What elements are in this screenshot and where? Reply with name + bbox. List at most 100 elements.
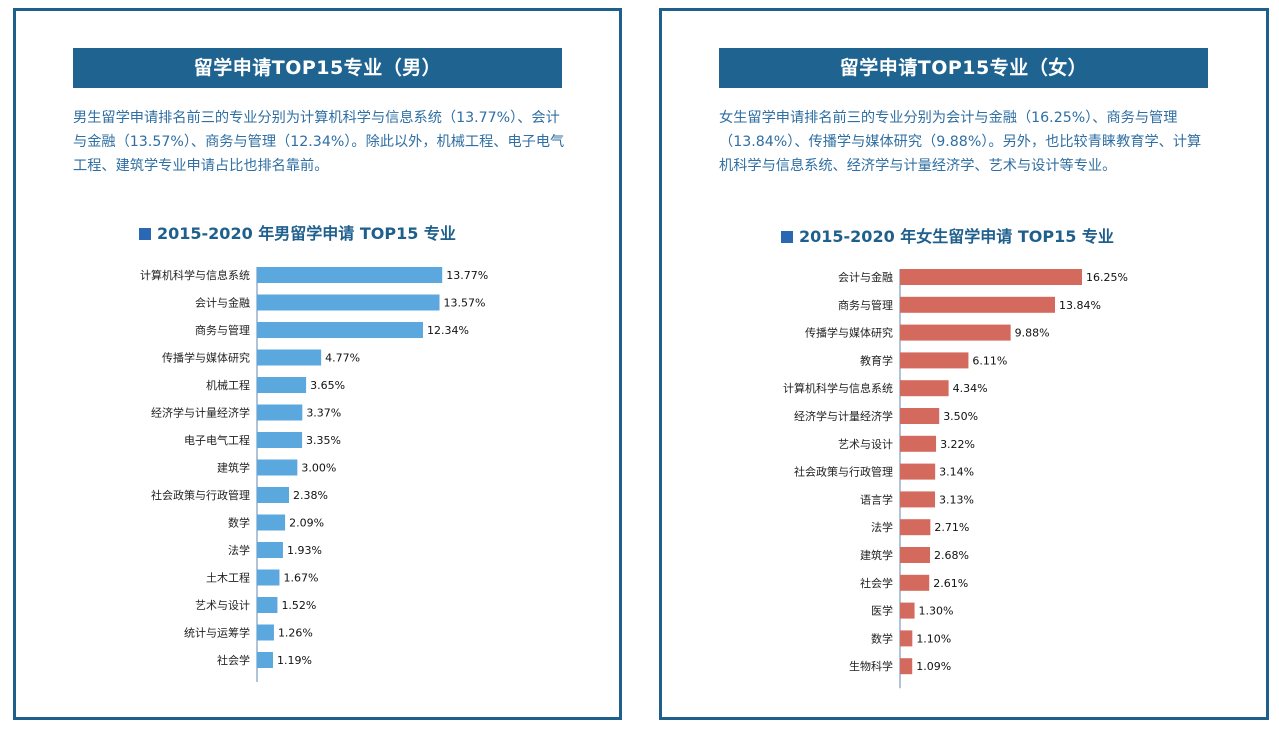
female-bar-8 [900, 491, 936, 508]
male-category-label-8: 社会政策与行政管理 [151, 488, 250, 502]
female-category-label-12: 医学 [871, 604, 893, 618]
female-panel: 留学申请TOP15专业（女） 女生留学申请排名前三的专业分别为会计与金融（16.… [659, 8, 1269, 720]
male-category-label-2: 商务与管理 [195, 323, 250, 337]
male-value-label-0: 13.77% [446, 269, 488, 282]
female-value-label-4: 4.34% [953, 382, 988, 395]
female-bar-12 [900, 602, 915, 619]
female-value-label-7: 3.14% [939, 466, 974, 479]
female-category-label-2: 传播学与媒体研究 [805, 326, 893, 340]
male-value-label-5: 3.37% [306, 407, 341, 420]
female-category-label-0: 会计与金融 [838, 270, 893, 284]
male-bar-6 [257, 432, 303, 448]
male-chart-title-text: 2015-2020 年男留学申请 TOP15 专业 [157, 224, 456, 243]
female-description: 女生留学申请排名前三的专业分别为会计与金融（16.25%）、商务与管理（13.8… [719, 110, 1202, 174]
female-value-label-0: 16.25% [1086, 271, 1128, 284]
female-value-label-12: 1.30% [919, 605, 954, 618]
male-category-label-14: 社会学 [217, 653, 250, 667]
male-category-label-7: 建筑学 [217, 461, 250, 475]
male-category-label-12: 艺术与设计 [195, 599, 250, 612]
female-value-label-3: 6.11% [972, 354, 1007, 367]
male-description: 男生留学申请排名前三的专业分别为计算机科学与信息系统（13.77%）、会计与金融… [73, 110, 565, 174]
female-value-label-14: 1.09% [916, 660, 951, 673]
female-category-label-11: 社会学 [860, 576, 893, 590]
female-bar-5 [900, 408, 940, 424]
square-bullet-icon [781, 231, 793, 243]
female-category-label-4: 计算机科学与信息系统 [783, 381, 893, 395]
male-category-label-3: 传播学与媒体研究 [162, 351, 250, 365]
female-value-label-9: 2.71% [934, 521, 969, 534]
female-category-label-13: 数学 [871, 631, 893, 645]
female-value-label-6: 3.22% [940, 438, 975, 451]
female-value-label-13: 1.10% [916, 632, 951, 645]
square-bullet-icon [139, 228, 151, 240]
female-chart-title-text: 2015-2020 年女生留学申请 TOP15 专业 [799, 227, 1114, 246]
male-value-label-11: 1.67% [283, 572, 318, 585]
male-panel: 留学申请TOP15专业（男） 男生留学申请排名前三的专业分别为计算机科学与信息系… [13, 8, 622, 720]
male-value-label-2: 12.34% [427, 324, 469, 337]
female-value-label-8: 3.13% [939, 493, 974, 506]
female-bar-0 [900, 269, 1082, 285]
female-bar-chart: 会计与金融 16.25% 商务与管理 13.84% 传播学与媒体研究 9.88% 教育学 6.… [783, 269, 1128, 689]
male-chart-title: 2015-2020 年男留学申请 TOP15 专业 [139, 220, 456, 244]
male-category-label-5: 经济学与计量经济学 [151, 406, 250, 420]
male-category-label-4: 机械工程 [206, 378, 250, 392]
female-bar-6 [900, 435, 937, 452]
female-banner: 留学申请TOP15专业（女） [719, 48, 1208, 88]
female-value-label-1: 13.84% [1059, 299, 1101, 312]
male-category-label-10: 法学 [228, 543, 250, 557]
female-bar-13 [900, 630, 913, 647]
female-bar-10 [900, 547, 931, 563]
female-category-label-5: 经济学与计量经济学 [794, 409, 893, 423]
female-bar-7 [900, 463, 936, 480]
male-category-label-11: 土木工程 [206, 572, 250, 585]
female-value-label-10: 2.68% [934, 549, 969, 562]
male-bar-2 [257, 322, 423, 338]
female-category-label-7: 社会政策与行政管理 [794, 465, 893, 479]
male-value-label-8: 2.38% [293, 489, 328, 502]
male-bar-14 [257, 652, 274, 668]
male-bar-10 [257, 542, 283, 558]
male-category-label-1: 会计与金融 [195, 296, 250, 310]
female-bar-14 [900, 658, 913, 675]
male-value-label-3: 4.77% [325, 352, 360, 365]
male-value-label-14: 1.19% [277, 654, 312, 667]
female-category-label-14: 生物科学 [849, 659, 893, 673]
female-chart-title: 2015-2020 年女生留学申请 TOP15 专业 [781, 223, 1114, 247]
male-value-label-13: 1.26% [278, 627, 313, 640]
female-value-label-2: 9.88% [1015, 327, 1050, 340]
female-category-label-10: 建筑学 [860, 548, 893, 562]
male-bar-7 [257, 459, 298, 476]
female-category-label-9: 法学 [871, 520, 893, 534]
male-bar-8 [257, 487, 290, 503]
female-bar-9 [900, 519, 931, 536]
male-value-label-1: 13.57% [444, 297, 486, 310]
male-value-label-9: 2.09% [289, 517, 324, 530]
male-bar-4 [257, 377, 307, 393]
male-category-label-13: 统计与运筹学 [184, 626, 250, 640]
male-banner: 留学申请TOP15专业（男） [73, 48, 562, 88]
female-value-label-5: 3.50% [943, 410, 978, 423]
female-value-label-11: 2.61% [933, 577, 968, 590]
female-category-label-1: 商务与管理 [838, 298, 893, 312]
female-bar-4 [900, 380, 949, 397]
male-bar-0 [257, 267, 443, 283]
male-bar-11 [257, 569, 280, 586]
female-bar-11 [900, 574, 930, 591]
male-value-label-7: 3.00% [301, 462, 336, 475]
male-value-label-6: 3.35% [306, 434, 341, 447]
male-bar-chart: 计算机科学与信息系统 13.77% 会计与金融 13.57% 商务与管理 12.34% 传播… [140, 267, 488, 682]
male-bar-5 [257, 404, 303, 421]
male-value-label-4: 3.65% [310, 379, 345, 392]
female-bar-1 [900, 296, 1056, 313]
female-category-label-3: 教育学 [860, 353, 893, 367]
male-value-label-12: 1.52% [281, 599, 316, 612]
female-bar-2 [900, 324, 1011, 341]
male-bar-9 [257, 514, 286, 531]
male-bar-1 [257, 294, 440, 311]
male-category-label-9: 数学 [228, 516, 250, 530]
male-category-label-0: 计算机科学与信息系统 [140, 268, 250, 282]
female-bar-3 [900, 352, 969, 369]
male-value-label-10: 1.93% [287, 544, 322, 557]
male-bar-3 [257, 349, 322, 366]
male-bar-12 [257, 597, 278, 613]
